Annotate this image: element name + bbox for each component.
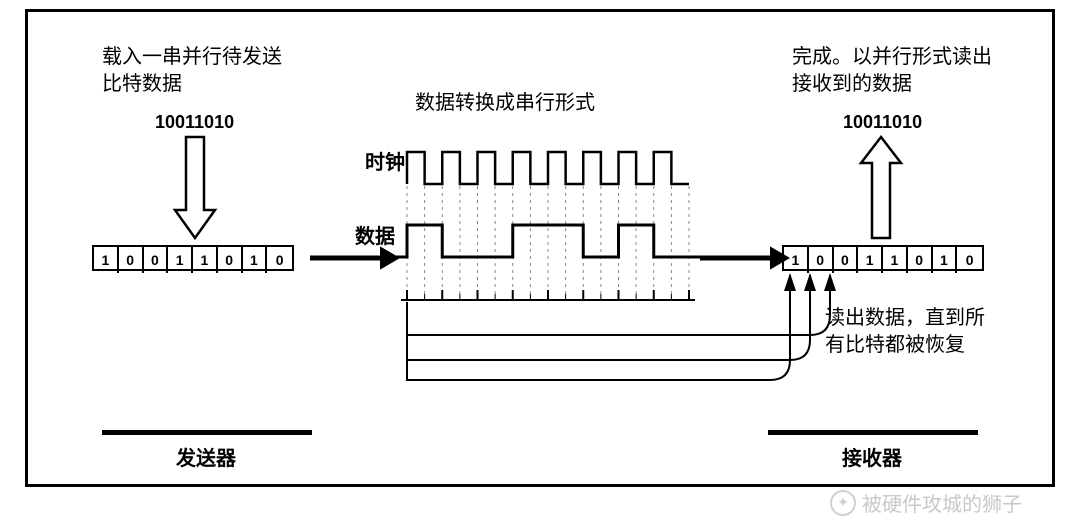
- watermark-text: 被硬件攻城的狮子: [862, 488, 1022, 517]
- wechat-icon: ✦: [830, 490, 856, 516]
- diagram-canvas: 载入一串并行待发送 比特数据 10011010 10011010 发送器 完成。…: [0, 0, 1080, 522]
- watermark: ✦ 被硬件攻城的狮子: [830, 488, 1022, 517]
- readout-arrows: [0, 0, 1080, 522]
